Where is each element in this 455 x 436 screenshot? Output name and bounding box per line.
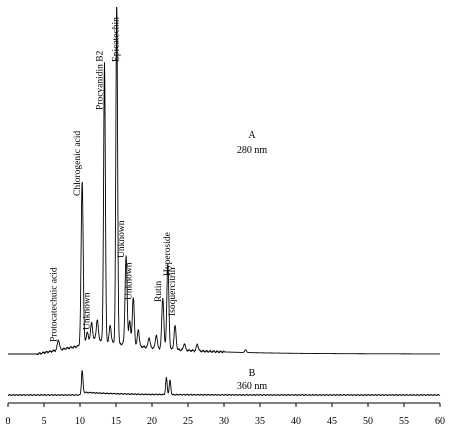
x-tick-label: 30	[219, 416, 229, 427]
trace-b-360nm	[7, 370, 441, 397]
trace-b-wavelength: 360 nm	[237, 381, 268, 392]
x-axis: 0 5 10 15 20 25 30 35 40 45 50 55 60	[6, 402, 445, 427]
peak-label-protocatechuic-acid: Protocatechuic acid	[49, 267, 59, 342]
trace-a-wavelength: 280 nm	[237, 145, 268, 156]
peak-label-unknown: Unknown	[117, 220, 127, 258]
x-tick-label: 60	[435, 416, 445, 427]
x-tick-label: 40	[291, 416, 301, 427]
peak-label-chlorogenic-acid: Chlorogenic acid	[73, 131, 83, 196]
x-tick-label: 50	[363, 416, 373, 427]
trace-b-label: B	[249, 368, 256, 379]
x-tick-label: 35	[255, 416, 265, 427]
x-tick-label: 25	[183, 416, 193, 427]
trace-labels: A 280 nm B 360 nm	[237, 130, 268, 392]
x-tick-label: 55	[399, 416, 409, 427]
traces-layer	[7, 6, 441, 397]
peak-label-isoquercitrin: Isoquercitrin	[168, 267, 178, 316]
peak-label-epicatechin: Epicatechin	[112, 17, 122, 62]
peak-label-hyperoside: Hyperoside	[163, 232, 173, 276]
peak-label-unknown: Unknown	[83, 292, 93, 330]
x-tick-label: 5	[42, 416, 47, 427]
x-tick-label: 10	[75, 416, 85, 427]
trace-a-label: A	[248, 130, 256, 141]
trace-a-280nm	[7, 6, 441, 356]
x-tick-label: 0	[6, 416, 11, 427]
peak-label-procyanidin-b2: Procyanidin B2	[96, 50, 106, 110]
peak-label-unknown: Unknown	[124, 262, 134, 300]
x-tick-label: 20	[147, 416, 157, 427]
peak-labels: Protocatechuic acid Chlorogenic acid Unkno…	[49, 17, 178, 342]
x-tick-label: 15	[111, 416, 121, 427]
x-tick-label: 45	[327, 416, 337, 427]
peak-label-rutin: Rutin	[154, 281, 164, 302]
